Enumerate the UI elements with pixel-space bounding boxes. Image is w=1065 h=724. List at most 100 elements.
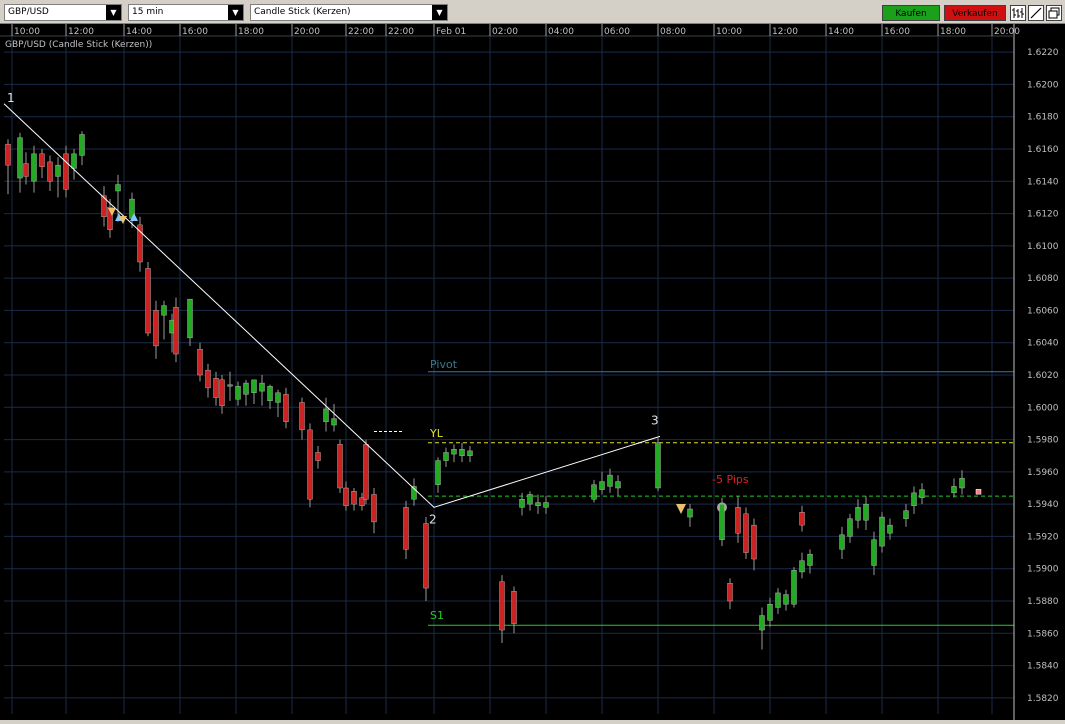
y-tick-label: 1.5880 (1027, 597, 1059, 607)
sell-signal-marker (119, 216, 127, 224)
bull-candle (323, 408, 329, 423)
y-tick-label: 1.5920 (1027, 532, 1059, 542)
y-tick-label: 1.5940 (1027, 500, 1059, 510)
bear-candle (47, 161, 53, 182)
y-tick-label: 1.6200 (1027, 80, 1059, 90)
bear-candle (63, 153, 69, 190)
sell-signal-marker (108, 208, 116, 216)
chevron-down-icon[interactable]: ▼ (228, 5, 243, 20)
bull-candle (599, 481, 605, 490)
bear-candle (39, 153, 45, 167)
chart-grid (4, 24, 1014, 714)
draw-line-icon[interactable] (1028, 5, 1044, 21)
wave-line (3, 103, 661, 508)
bear-candle (299, 402, 305, 431)
chart-style-select[interactable]: Candle Stick (Kerzen) ▼ (250, 4, 448, 21)
bull-candle (331, 418, 337, 426)
y-tick-label: 1.5840 (1027, 662, 1059, 672)
bull-candle (227, 384, 233, 387)
bear-candle (153, 310, 159, 347)
x-tick-label: 10:00 (716, 27, 742, 37)
chart-title: GBP/USD (Candle Stick (Kerzen)) (5, 40, 152, 50)
x-tick-label: 14:00 (126, 27, 152, 37)
bull-candle (759, 615, 765, 631)
x-tick-label: 16:00 (182, 27, 208, 37)
timeframe-select[interactable]: 15 min ▼ (128, 4, 244, 21)
bear-candle (743, 513, 749, 553)
buy-signal-marker (130, 213, 138, 221)
bull-candle (17, 137, 23, 179)
bull-candle (527, 494, 533, 505)
chart-axes: 1.6220 1.6200 1.6180 1.6160 1.6140 1.6120 1.61… (0, 24, 1065, 720)
bull-candle (791, 570, 797, 605)
bull-candle (79, 134, 85, 156)
bear-candle (727, 583, 733, 602)
bull-candle (783, 594, 789, 605)
bull-candle (887, 524, 893, 534)
chevron-down-icon[interactable]: ▼ (106, 5, 121, 20)
bull-candle (775, 592, 781, 608)
x-tick-label: 10:00 (14, 27, 40, 37)
bull-candle (161, 305, 167, 316)
s1-label: S1 (430, 609, 444, 622)
buy-button[interactable]: Kaufen (882, 5, 940, 21)
y-tick-label: 1.6040 (1027, 339, 1059, 349)
x-tick-label: 06:00 (604, 27, 630, 37)
bull-candle (911, 492, 917, 506)
bear-candle (173, 307, 179, 355)
bear-candle (213, 378, 219, 398)
detach-window-icon[interactable] (1046, 5, 1062, 21)
y-tick-label: 1.6020 (1027, 371, 1059, 381)
bull-candle (871, 539, 877, 566)
bull-candle (807, 553, 813, 566)
y-tick-label: 1.6100 (1027, 242, 1059, 252)
bull-candle (879, 516, 885, 547)
bear-candle (137, 224, 143, 263)
bear-candle (205, 369, 211, 389)
symbol-select[interactable]: GBP/USD ▼ (4, 4, 122, 21)
wave-point-label: 1 (7, 91, 15, 105)
wave-point-label: 2 (429, 512, 437, 526)
pips-label: -5 Pips (712, 473, 749, 486)
bear-candle (145, 268, 151, 334)
bear-candle (197, 348, 203, 376)
bear-candle (423, 523, 429, 589)
x-tick-label: 22:00 (348, 27, 374, 37)
x-tick-label: 14:00 (828, 27, 854, 37)
timeframe-value: 15 min (132, 7, 164, 17)
trend-overlay: 1 2 3 (3, 91, 982, 526)
draw-line-glyph (1030, 7, 1042, 19)
x-tick-label: 08:00 (660, 27, 686, 37)
x-tick-label: 18:00 (940, 27, 966, 37)
y-tick-label: 1.6180 (1027, 113, 1059, 123)
bull-candle (187, 298, 193, 339)
bull-candle (543, 502, 549, 508)
sell-button[interactable]: Verkaufen (944, 5, 1006, 21)
bear-candle (337, 444, 343, 489)
bull-candle (655, 442, 661, 489)
bull-candle (959, 478, 965, 489)
chevron-down-icon[interactable]: ▼ (432, 5, 447, 20)
bear-candle (307, 429, 313, 500)
sell-signal-marker (676, 504, 686, 514)
x-tick-label: 20:00 (294, 27, 320, 37)
bear-candle (371, 494, 377, 523)
bear-candle (5, 143, 11, 166)
bear-candle (363, 444, 369, 500)
bear-candle (403, 507, 409, 550)
bear-candle (315, 452, 321, 461)
candles (5, 131, 965, 650)
bear-candle (799, 512, 805, 526)
bar-style-icon[interactable] (1010, 5, 1026, 21)
bull-candle (847, 518, 853, 537)
bear-candle (107, 206, 113, 230)
bull-candle (535, 502, 541, 506)
chart-style-value: Candle Stick (Kerzen) (254, 7, 351, 17)
bear-candle (499, 581, 505, 631)
bull-candle (767, 604, 773, 621)
bull-candle (591, 484, 597, 500)
bull-candle (115, 184, 121, 192)
bull-candle (615, 481, 621, 489)
